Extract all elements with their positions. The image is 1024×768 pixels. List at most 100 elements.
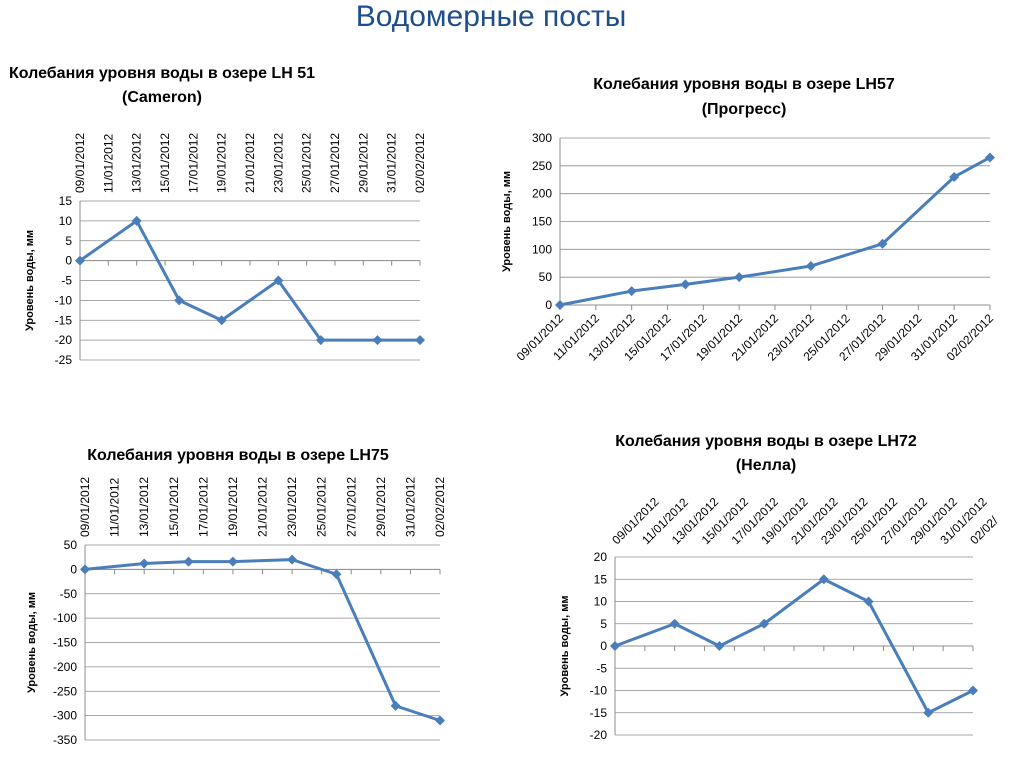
- y-tick-label: -200: [53, 660, 77, 674]
- data-point-marker: [435, 715, 445, 726]
- data-point-marker: [273, 275, 284, 286]
- y-tick-label: 50: [539, 270, 553, 284]
- data-point-marker: [183, 556, 194, 567]
- data-point-marker: [216, 315, 227, 326]
- data-point-marker: [949, 171, 960, 182]
- data-point-marker: [287, 554, 298, 565]
- data-point-marker: [80, 564, 90, 575]
- x-tick-label: 02/02/2012: [433, 477, 447, 537]
- y-tick-label: 0: [65, 254, 72, 268]
- series-line: [84, 558, 441, 722]
- page-title: Водомерные посты: [355, 0, 627, 33]
- y-axis-label: Уровень воды, мм: [24, 230, 36, 331]
- y-tick-label: -15: [590, 706, 608, 720]
- y-tick-label: 300: [532, 131, 552, 145]
- y-tick-label: 20: [594, 550, 608, 564]
- data-point-marker: [372, 335, 383, 346]
- y-tick-label: 0: [600, 639, 607, 653]
- chart-title-line: (Нелла): [736, 457, 796, 474]
- y-tick-label: -350: [53, 733, 77, 747]
- data-point-marker: [139, 558, 150, 569]
- chart-title-line: (Cameron): [122, 89, 202, 106]
- x-tick-label: 09/01/2012: [73, 133, 87, 193]
- y-tick-label: -20: [590, 728, 608, 742]
- y-tick-label: -10: [55, 293, 73, 307]
- y-tick-label: -100: [53, 611, 77, 625]
- data-point-marker: [863, 596, 874, 607]
- y-tick-label: 15: [59, 194, 73, 208]
- y-axis-label: Уровень воды, мм: [559, 595, 571, 696]
- data-point-marker: [610, 641, 620, 651]
- x-tick-label: 23/01/2012: [285, 477, 299, 537]
- y-tick-label: 10: [59, 214, 73, 228]
- data-point-marker: [669, 618, 680, 629]
- y-tick-label: -15: [55, 313, 73, 327]
- data-point-marker: [626, 286, 637, 297]
- x-tick-label: 27/01/2012: [344, 477, 358, 537]
- data-point-marker: [415, 335, 425, 346]
- y-tick-label: -250: [53, 684, 77, 698]
- chart-title-line: Колебания уровня воды в озере LH57: [593, 76, 895, 93]
- y-tick-label: -25: [55, 353, 73, 367]
- x-tick-label: 25/01/2012: [315, 477, 329, 537]
- x-tick-label: 11/01/2012: [101, 134, 115, 193]
- data-point-marker: [923, 707, 934, 718]
- y-tick-label: -5: [61, 274, 72, 288]
- data-point-marker: [680, 279, 691, 290]
- data-point-marker: [818, 574, 829, 585]
- data-point-marker: [877, 238, 888, 249]
- chart-lh51: Колебания уровня воды в озере LH 51 (Came…: [9, 65, 427, 367]
- data-point-marker: [968, 685, 978, 696]
- chart-title-line: Колебания уровня воды в озере LH75: [87, 447, 389, 464]
- data-point-marker: [555, 300, 565, 310]
- data-point-marker: [759, 618, 770, 629]
- y-axis-label: Уровень воды, мм: [26, 592, 38, 693]
- y-tick-label: 5: [65, 234, 72, 248]
- data-point-marker: [714, 641, 725, 651]
- series-line: [79, 219, 420, 342]
- x-tick-label: 17/01/2012: [186, 133, 200, 193]
- data-point-marker: [390, 700, 401, 711]
- y-tick-label: 5: [600, 617, 607, 631]
- y-tick-label: 15: [594, 572, 608, 586]
- data-point-marker: [131, 215, 142, 226]
- y-axis-label: Уровень воды, мм: [501, 171, 513, 272]
- x-tick-label: 23/01/2012: [271, 133, 285, 193]
- chart-lh72: Колебания уровня воды в озере LH72 (Нелла…: [559, 433, 1001, 742]
- y-tick-label: 50: [64, 538, 78, 552]
- data-point-marker: [331, 569, 342, 580]
- chart-lh57: Колебания уровня воды в озере LH57 (Прогр…: [501, 76, 996, 364]
- chart-title-line: (Прогресс): [702, 101, 787, 118]
- y-tick-label: -5: [596, 661, 607, 675]
- x-tick-label: 19/01/2012: [226, 477, 240, 537]
- y-tick-label: 0: [545, 298, 552, 312]
- x-tick-label: 31/01/2012: [403, 477, 417, 537]
- x-tick-label: 29/01/2012: [356, 133, 370, 193]
- chart-title-line: Колебания уровня воды в озере LH72: [615, 433, 917, 450]
- y-tick-label: 100: [532, 242, 552, 256]
- y-tick-label: 200: [532, 187, 552, 201]
- y-tick-label: -150: [53, 636, 77, 650]
- x-tick-label: 29/01/2012: [374, 477, 388, 537]
- x-tick-label: 13/01/2012: [130, 133, 144, 193]
- y-tick-label: -300: [53, 709, 77, 723]
- x-tick-label: 21/01/2012: [243, 133, 257, 193]
- chart-lh75: Колебания уровня воды в озере LH75 -350 -3…: [26, 447, 447, 747]
- data-point-marker: [227, 556, 238, 567]
- y-tick-label: -50: [60, 587, 78, 601]
- data-point-marker: [75, 255, 85, 266]
- x-tick-label: 13/01/2012: [137, 477, 151, 537]
- x-tick-label: 27/01/2012: [328, 133, 342, 193]
- y-tick-label: 250: [532, 159, 552, 173]
- x-tick-label: 19/01/2012: [215, 133, 229, 193]
- series-line: [614, 577, 974, 715]
- x-tick-label: 21/01/2012: [256, 477, 270, 537]
- series-line: [559, 156, 991, 307]
- y-tick-label: 0: [70, 562, 77, 576]
- x-tick-label: 17/01/2012: [196, 477, 210, 537]
- x-tick-label: 15/01/2012: [167, 477, 181, 537]
- data-point-marker: [805, 261, 816, 272]
- data-point-marker: [315, 335, 326, 346]
- data-point-marker: [985, 152, 995, 163]
- x-tick-label: 31/01/2012: [385, 133, 399, 193]
